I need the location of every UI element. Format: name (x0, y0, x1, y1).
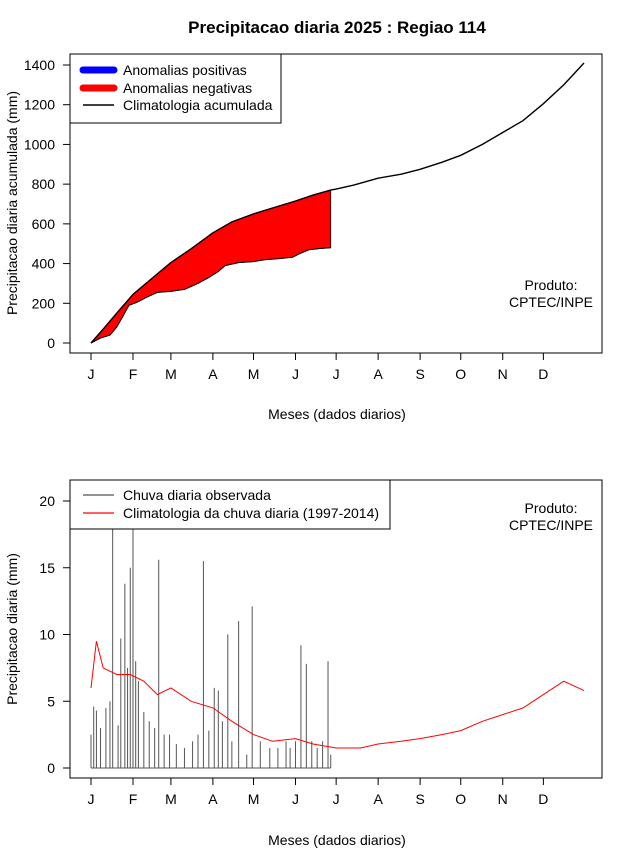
x-tick-label: O (455, 366, 466, 382)
observed-daily-bars (90, 521, 332, 769)
accumulated-credit-line-1: Produto: (525, 277, 578, 293)
observed-accumulated-line (90, 247, 331, 344)
accumulated-chart: 0 200 400 600 800 1000 1200 1400 J F M A M J J A S O N D M… (4, 53, 603, 422)
y-tick-label: 400 (32, 256, 56, 272)
y-tick-label: 0 (47, 760, 55, 776)
accumulated-y-axis-label: Precipitacao diaria acumulada (mm) (4, 91, 20, 315)
x-tick-label: S (415, 366, 424, 382)
x-tick-label: M (165, 366, 177, 382)
figure-title: Precipitacao diaria 2025 : Regiao 114 (188, 18, 486, 37)
y-tick-label: 200 (32, 295, 56, 311)
daily-y-axis-label: Precipitacao diaria (mm) (4, 553, 20, 705)
x-tick-label: D (538, 366, 548, 382)
daily-chart: 0 5 10 15 20 J F M A M J J A S O N D Meses (dados diari… (4, 479, 603, 848)
accumulated-credit-line-2: CPTEC/INPE (509, 294, 593, 310)
x-tick-label: J (88, 791, 95, 807)
y-tick-label: 15 (39, 560, 55, 576)
x-tick-label: M (165, 791, 177, 807)
daily-credit-line-2: CPTEC/INPE (509, 517, 593, 533)
y-tick-label: 10 (39, 627, 55, 643)
accumulated-x-axis-label: Meses (dados diarios) (268, 406, 406, 422)
x-tick-label: J (292, 366, 299, 382)
x-tick-label: F (129, 366, 138, 382)
legend-climatology-daily-label: Climatologia da chuva diaria (1997-2014) (123, 505, 379, 521)
y-tick-label: 1000 (24, 136, 55, 152)
x-tick-label: M (248, 366, 260, 382)
x-tick-label: A (208, 366, 218, 382)
climatology-daily-line (90, 641, 585, 749)
accumulated-y-axis: 0 200 400 600 800 1000 1200 1400 (24, 57, 71, 351)
x-tick-label: N (498, 791, 508, 807)
legend-negative-anomaly-label: Anomalias negativas (123, 80, 252, 96)
x-tick-label: J (333, 791, 340, 807)
daily-legend-box (69, 479, 391, 530)
x-tick-label: A (373, 791, 383, 807)
daily-x-axis-label: Meses (dados diarios) (268, 832, 406, 848)
x-tick-label: O (455, 791, 466, 807)
x-tick-label: A (208, 791, 218, 807)
legend-climatology-label: Climatologia acumulada (123, 97, 273, 113)
x-tick-label: J (292, 791, 299, 807)
negative-anomaly-area (90, 189, 332, 344)
daily-y-axis: 0 5 10 15 20 (39, 493, 71, 776)
x-tick-label: J (88, 366, 95, 382)
x-tick-label: D (538, 791, 548, 807)
x-tick-label: A (373, 366, 383, 382)
climatology-accumulated-line (90, 62, 585, 344)
y-tick-label: 1200 (24, 97, 55, 113)
x-tick-label: M (248, 791, 260, 807)
daily-credit-line-1: Produto: (525, 500, 578, 516)
y-tick-label: 800 (32, 176, 56, 192)
accumulated-legend: Anomalias positivas Anomalias negativas … (69, 53, 282, 124)
x-tick-label: F (129, 791, 138, 807)
x-tick-label: S (415, 791, 424, 807)
y-tick-label: 5 (47, 693, 55, 709)
y-tick-label: 20 (39, 493, 55, 509)
legend-observed-label: Chuva diaria observada (123, 487, 271, 503)
y-tick-label: 1400 (24, 57, 55, 73)
legend-positive-anomaly-label: Anomalias positivas (123, 62, 247, 78)
x-tick-label: J (333, 366, 340, 382)
y-tick-label: 0 (47, 335, 55, 351)
x-tick-label: N (498, 366, 508, 382)
daily-legend: Chuva diaria observada Climatologia da c… (69, 479, 391, 530)
y-tick-label: 600 (32, 216, 56, 232)
